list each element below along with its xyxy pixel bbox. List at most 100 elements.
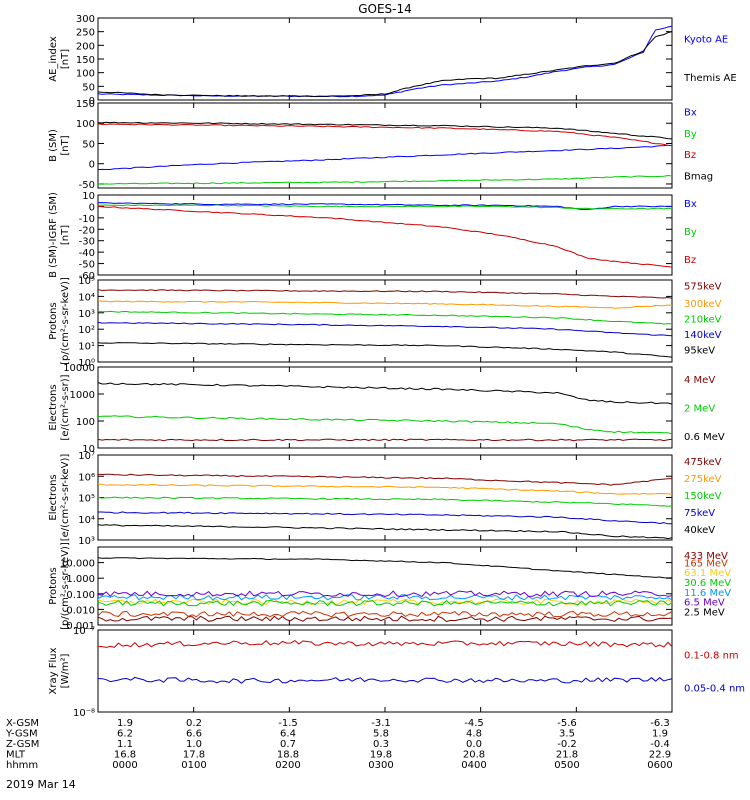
legend-label: 575keV xyxy=(684,282,722,293)
series-line-95kev xyxy=(97,342,673,358)
y-tick-label: 0 xyxy=(89,160,95,171)
orbit-cell: -1.5 xyxy=(278,718,298,729)
y-tick-label: 10⁻⁷ xyxy=(73,626,95,637)
series-line-150kev xyxy=(97,496,673,507)
panel-frame xyxy=(97,366,673,449)
legend-label: 0.6 MeV xyxy=(684,432,725,443)
panel-4: 10⁰ 10¹ 10² 10³ 10⁴ 10⁵ Protons[p/(cm²-s-sr-ke… xyxy=(48,276,722,369)
y-tick-label: -50 xyxy=(79,180,95,191)
series-line-40kev xyxy=(97,524,673,540)
legend-label: 6.5 MeV xyxy=(684,598,725,609)
orbit-cell: 19.8 xyxy=(370,750,392,761)
orbit-cell: 6.6 xyxy=(186,729,202,740)
y-axis-title: Electrons[e/(cm²-s-sr)] xyxy=(48,374,71,440)
series-line-2-5-mev xyxy=(97,557,672,579)
y-tick-label: 150 xyxy=(76,99,95,110)
orbit-cell: 3.5 xyxy=(559,729,575,740)
legend-label: By xyxy=(684,129,697,140)
y-tick-label: 0.010 xyxy=(66,605,95,616)
legend-label: 4 MeV xyxy=(684,375,715,386)
series-line-bx xyxy=(97,144,673,171)
panel-2: -50 0 50 100 150 B (SM)[nT] Bx By Bz Bmag xyxy=(48,99,713,191)
panel-7: 0.001 0.010 0.100 1.000 10.000Protons[p/(cm²… xyxy=(48,542,731,632)
y-tick-label: 150 xyxy=(76,55,95,66)
y-tick-label: 10⁵ xyxy=(78,494,95,505)
orbit-cell: 17.8 xyxy=(183,750,205,761)
panel-frame xyxy=(97,17,673,101)
y-tick-label: 10³ xyxy=(78,309,95,320)
panel-1: 0 50 100 150 200 250 300 AE_index[nT] Kyoto AE Th… xyxy=(48,14,737,107)
series-line-by xyxy=(97,204,673,210)
series-line-0-6-mev xyxy=(97,382,673,405)
legend-label: 275keV xyxy=(684,474,722,485)
panel-6: 10³ 10⁴ 10⁵ 10⁶ 10⁷ Electrons[e/(cm²-s-sr-keV… xyxy=(48,451,722,547)
orbit-cell: 1.1 xyxy=(117,739,133,750)
orbit-cell: 6.4 xyxy=(280,729,296,740)
date-label: 2019 Mar 14 xyxy=(6,778,76,791)
orbit-cell: 5.8 xyxy=(373,729,389,740)
series-line-kyoto-ae xyxy=(97,25,673,98)
orbit-cell: 22.9 xyxy=(649,750,671,761)
figure-title: GOES-14 xyxy=(358,2,412,16)
orbit-cell: 21.8 xyxy=(556,750,578,761)
y-tick-label: 10000 xyxy=(63,363,95,374)
y-tick-label: -60 xyxy=(79,271,95,282)
y-axis-title: Xray Flux[W/m²] xyxy=(48,647,71,694)
series-line-6-5-mev xyxy=(97,590,673,598)
y-tick-label: 50 xyxy=(82,139,95,150)
orbit-cell: -4.5 xyxy=(464,718,484,729)
orbit-cell: 0.7 xyxy=(280,739,296,750)
y-tick-label: -10 xyxy=(79,214,95,225)
y-tick-label: 10⁶ xyxy=(78,472,95,483)
orbit-cell: -0.2 xyxy=(557,739,577,750)
legend-label: Bmag xyxy=(684,171,713,182)
series-line-0-05-0-4-nm xyxy=(97,676,673,684)
legend-label: Bx xyxy=(684,199,697,210)
series-line-11-6-mev xyxy=(97,593,673,601)
y-tick-label: 100 xyxy=(76,417,95,428)
series-line-30-6-mev xyxy=(97,599,673,607)
panel-frame xyxy=(97,194,673,276)
y-axis-title: AE_index[nT] xyxy=(48,36,71,82)
y-tick-label: 10² xyxy=(78,325,95,336)
y-tick-label: 0 xyxy=(89,96,95,107)
y-tick-label: 100 xyxy=(76,69,95,80)
orbit-cell: -5.6 xyxy=(557,718,577,729)
legend-label: 11.6 MeV xyxy=(684,588,731,599)
orbit-cell: 0400 xyxy=(461,760,486,771)
y-tick-label: -20 xyxy=(79,225,95,236)
y-tick-label: -40 xyxy=(79,248,95,259)
series-line-4-mev xyxy=(97,438,673,442)
y-tick-label: 200 xyxy=(76,41,95,52)
orbit-cell: 0100 xyxy=(181,760,206,771)
y-axis-title: Protons[p/(cm²-s-sr-keV)] xyxy=(48,277,71,365)
y-tick-label: 250 xyxy=(76,28,95,39)
y-axis-title: Electrons[e/(cm²-s-sr-keV)] xyxy=(48,454,71,542)
legend-label: Bz xyxy=(684,150,696,161)
orbit-cell: -0.4 xyxy=(650,739,670,750)
legend-label: 475keV xyxy=(684,457,722,468)
legend-label: 75keV xyxy=(684,508,715,519)
orbit-cell: -3.1 xyxy=(371,718,391,729)
y-tick-label: 0.100 xyxy=(66,590,95,601)
legend-label: 433 MeV xyxy=(684,551,728,562)
orbit-cell: 1.9 xyxy=(652,729,668,740)
series-line-63-1-mev xyxy=(97,598,673,606)
orbit-cell: 0000 xyxy=(112,760,137,771)
y-tick-label: 10³ xyxy=(78,536,95,547)
series-line-themis-ae xyxy=(97,31,673,98)
y-axis-title: Protons[p/(cm²-s-sr-keV)] xyxy=(48,542,71,630)
y-tick-label: 0.001 xyxy=(66,621,95,632)
series-line-bz xyxy=(97,123,673,146)
y-tick-label: 10¹ xyxy=(78,342,95,353)
series-line-bz xyxy=(97,205,673,268)
y-tick-label: 10⁻⁸ xyxy=(73,708,95,719)
orbit-row-label: MLT xyxy=(6,750,26,761)
y-tick-label: 10 xyxy=(82,191,95,202)
y-tick-label: 10⁷ xyxy=(78,451,95,462)
y-tick-label: -50 xyxy=(79,260,95,271)
legend-label: 140keV xyxy=(684,330,722,341)
